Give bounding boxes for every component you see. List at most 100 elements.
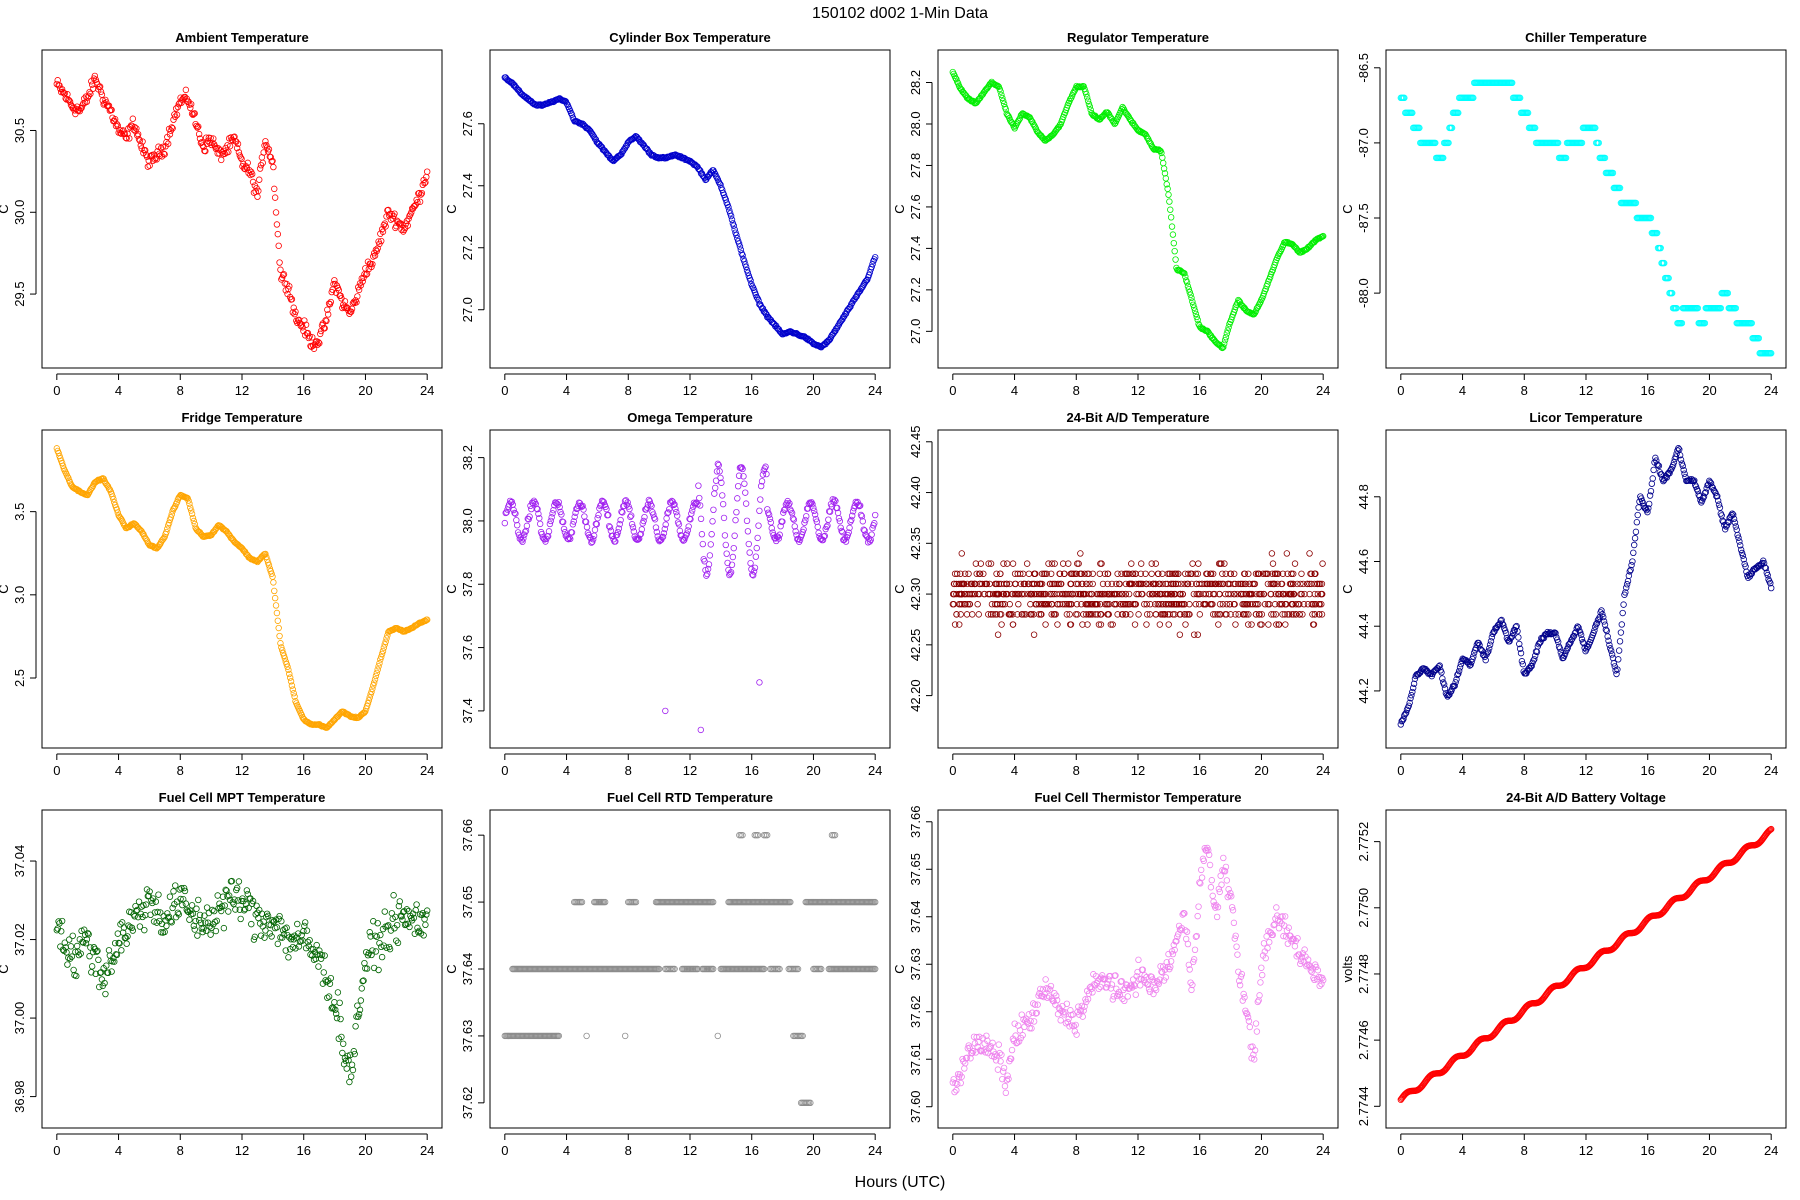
data-point <box>1158 149 1165 157</box>
data-point <box>1256 611 1263 618</box>
y-axis-label: C <box>444 584 459 593</box>
x-tick-label: 16 <box>1192 763 1206 778</box>
data-point <box>994 631 1002 638</box>
data-point <box>1193 313 1200 321</box>
data-point <box>519 538 526 545</box>
data-point <box>1126 580 1133 588</box>
data-point <box>1015 116 1023 123</box>
data-point <box>108 106 115 114</box>
data-point <box>758 478 766 485</box>
data-point <box>1184 580 1192 588</box>
data-point <box>1215 621 1222 628</box>
x-tick-label: 12 <box>1131 383 1145 398</box>
data-point <box>129 115 137 122</box>
data-point <box>1184 283 1192 290</box>
data-point <box>174 103 182 111</box>
data-point <box>1574 623 1581 630</box>
x-tick-label: 0 <box>1397 383 1404 398</box>
data-point <box>1499 620 1506 627</box>
data-point <box>172 882 179 889</box>
data-point <box>1075 560 1082 567</box>
data-point <box>1484 649 1491 656</box>
data-point <box>124 933 131 940</box>
data-point <box>280 271 288 278</box>
x-tick-label: 12 <box>683 763 697 778</box>
data-point <box>274 617 281 624</box>
x-tick-label: 8 <box>1521 383 1528 398</box>
data-point <box>1261 601 1269 608</box>
data-point <box>713 468 721 475</box>
data-point <box>1706 479 1714 486</box>
data-point <box>1665 274 1672 282</box>
data-point <box>580 506 587 513</box>
x-tick-label: 0 <box>949 763 956 778</box>
data-point <box>1224 327 1231 334</box>
data-point <box>751 564 759 571</box>
data-point <box>275 624 282 632</box>
data-point <box>195 123 202 130</box>
data-point <box>1519 660 1526 668</box>
data-point <box>1174 580 1182 588</box>
data-point <box>1214 611 1221 618</box>
data-point <box>1290 570 1297 577</box>
data-point <box>69 932 76 940</box>
data-point <box>1099 580 1107 588</box>
data-point <box>1477 645 1484 653</box>
data-point <box>174 909 182 916</box>
data-point <box>123 940 130 947</box>
data-point <box>175 911 182 918</box>
data-point <box>552 499 560 507</box>
data-point <box>548 514 555 521</box>
data-point <box>209 906 216 914</box>
data-point <box>96 983 103 991</box>
data-point <box>279 274 286 281</box>
data-point <box>986 580 993 588</box>
data-point <box>1700 493 1708 500</box>
data-point <box>956 590 964 598</box>
data-point <box>1159 580 1166 588</box>
data-point <box>221 902 228 909</box>
data-point <box>154 908 161 916</box>
data-point <box>1740 556 1747 563</box>
data-point <box>413 901 420 908</box>
data-point <box>1647 214 1655 222</box>
data-point <box>355 286 363 294</box>
data-point <box>1168 601 1176 608</box>
data-point <box>283 660 290 668</box>
data-point <box>513 522 521 529</box>
data-point <box>369 260 376 268</box>
x-axis: 0 4 8 12 16 20 24 <box>501 753 882 778</box>
data-point <box>1562 154 1570 162</box>
y-tick-label: 27.8 <box>908 153 923 178</box>
data-point <box>1436 662 1443 669</box>
data-point <box>1094 601 1101 608</box>
data-point <box>66 98 74 105</box>
data-point <box>255 914 262 922</box>
data-point <box>1132 570 1139 577</box>
data-point <box>815 529 822 537</box>
data-point <box>195 130 203 138</box>
data-point <box>1130 601 1137 608</box>
data-point <box>375 966 382 974</box>
data-point <box>743 517 751 525</box>
data-point <box>1188 294 1195 302</box>
data-point <box>87 90 94 98</box>
data-point <box>169 904 176 912</box>
data-point <box>423 907 431 914</box>
data-point <box>1306 590 1313 598</box>
data-point <box>1235 611 1242 618</box>
data-point <box>1219 570 1226 577</box>
data-point <box>1114 570 1121 577</box>
data-point <box>709 898 717 906</box>
data-point <box>1594 617 1602 624</box>
data-point <box>273 221 281 228</box>
data-point <box>117 921 124 928</box>
data-point <box>186 500 193 507</box>
data-point <box>1038 580 1046 588</box>
data-point <box>508 498 516 506</box>
data-point <box>1672 453 1679 460</box>
data-point <box>1258 296 1265 303</box>
x-tick-label: 4 <box>1459 763 1466 778</box>
data-point <box>1135 611 1142 618</box>
